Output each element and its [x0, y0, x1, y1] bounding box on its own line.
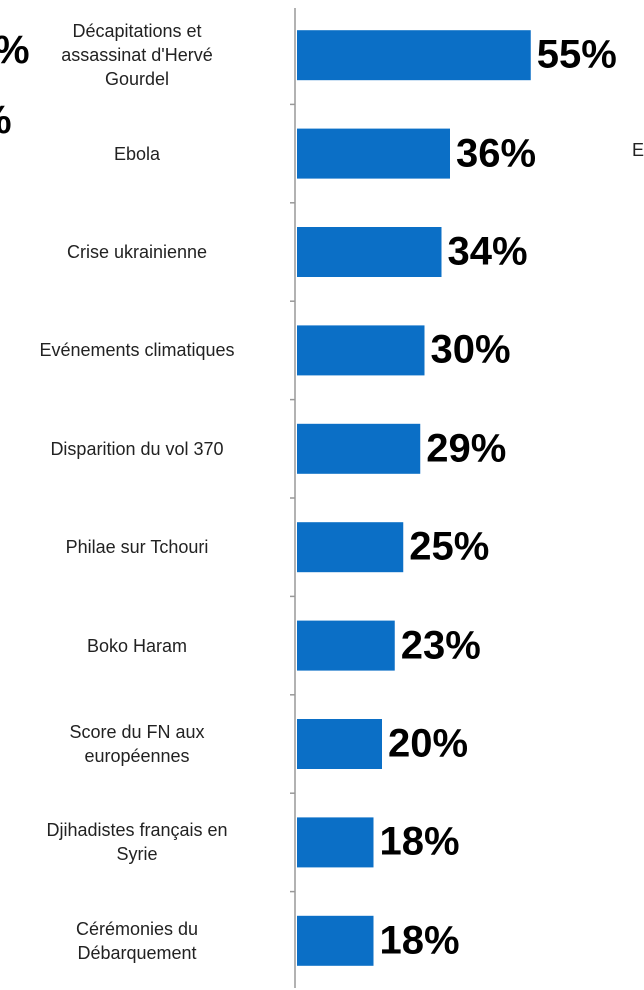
category-label: Disparition du vol 370	[50, 438, 224, 459]
category-label: Décapitations et assassinat d'Hervé Gour…	[61, 21, 213, 90]
bar	[297, 719, 382, 769]
bar	[297, 325, 425, 376]
category-label: Crise ukrainienne	[66, 242, 208, 262]
bar	[297, 30, 531, 81]
value-label: 18%	[379, 819, 460, 864]
fragment: E	[632, 140, 644, 160]
value-label: 34%	[447, 229, 528, 274]
fragment: %	[0, 98, 12, 143]
value-label: 25%	[409, 524, 490, 569]
value-label: 20%	[388, 721, 469, 766]
bar	[297, 128, 450, 179]
value-label: 29%	[426, 426, 507, 471]
bar	[297, 620, 395, 671]
category-label: Ebola	[113, 143, 161, 164]
value-label: 30%	[430, 327, 511, 372]
bar	[297, 423, 421, 474]
bar	[297, 915, 374, 966]
value-label: 36%	[456, 131, 537, 176]
category-label: Score du FN aux européennes	[69, 722, 205, 766]
value-label: 18%	[379, 918, 460, 963]
category-label: Evénements climatiques	[39, 340, 235, 361]
bar	[297, 522, 404, 573]
bar	[297, 817, 374, 868]
value-label: 55%	[536, 32, 617, 77]
category-label: Cérémonies du Débarquement	[75, 918, 199, 963]
category-label: Boko Haram	[86, 635, 188, 656]
fragment: %	[0, 28, 30, 73]
category-label: Djihadistes français en Syrie	[46, 820, 228, 865]
value-label: 23%	[400, 623, 481, 668]
bar	[297, 227, 442, 277]
category-label: Philae sur Tchouri	[65, 537, 209, 558]
